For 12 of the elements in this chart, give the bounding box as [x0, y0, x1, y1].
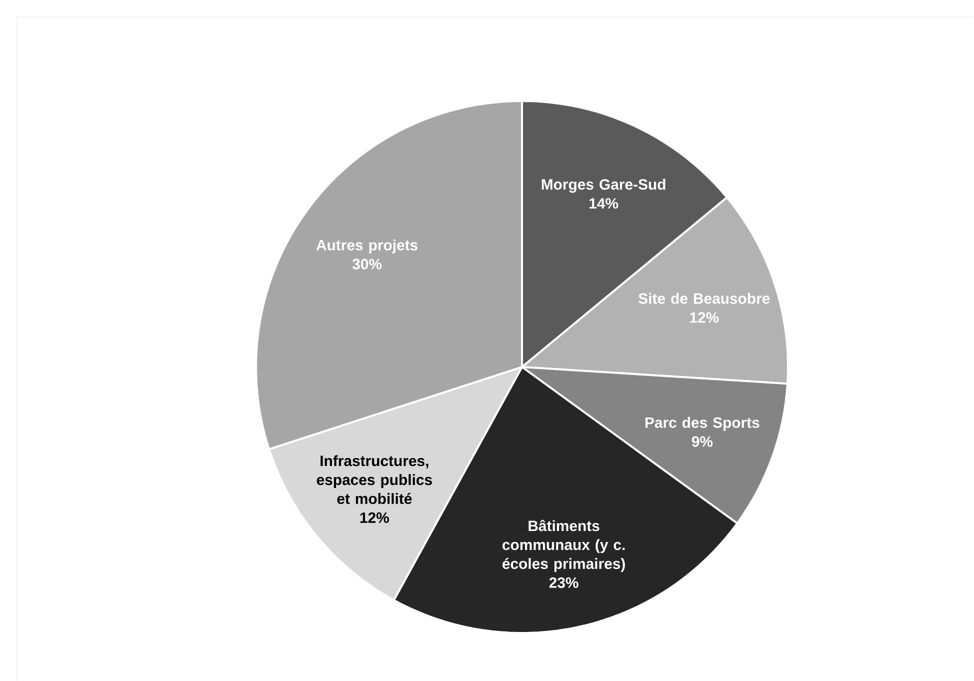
data-label: 12%	[690, 312, 719, 323]
slice-label: Parc des Sports	[645, 416, 760, 431]
data-label: 14%	[590, 198, 618, 209]
slice-label: Infrastructures, espaces publics et mobilité	[316, 455, 432, 504]
data-label: 30%	[352, 258, 382, 270]
data-label: 23%	[549, 577, 578, 588]
data-label: 9%	[692, 436, 713, 447]
slice-label: Morges Gare-Sud	[542, 178, 666, 193]
slice-label: Site de Beausobre	[638, 292, 770, 304]
data-label: 12%	[360, 512, 389, 523]
slice-label: Autres projets	[316, 239, 418, 254]
slice-label: Bâtiments communaux (y c. écoles primaires)	[502, 520, 625, 572]
